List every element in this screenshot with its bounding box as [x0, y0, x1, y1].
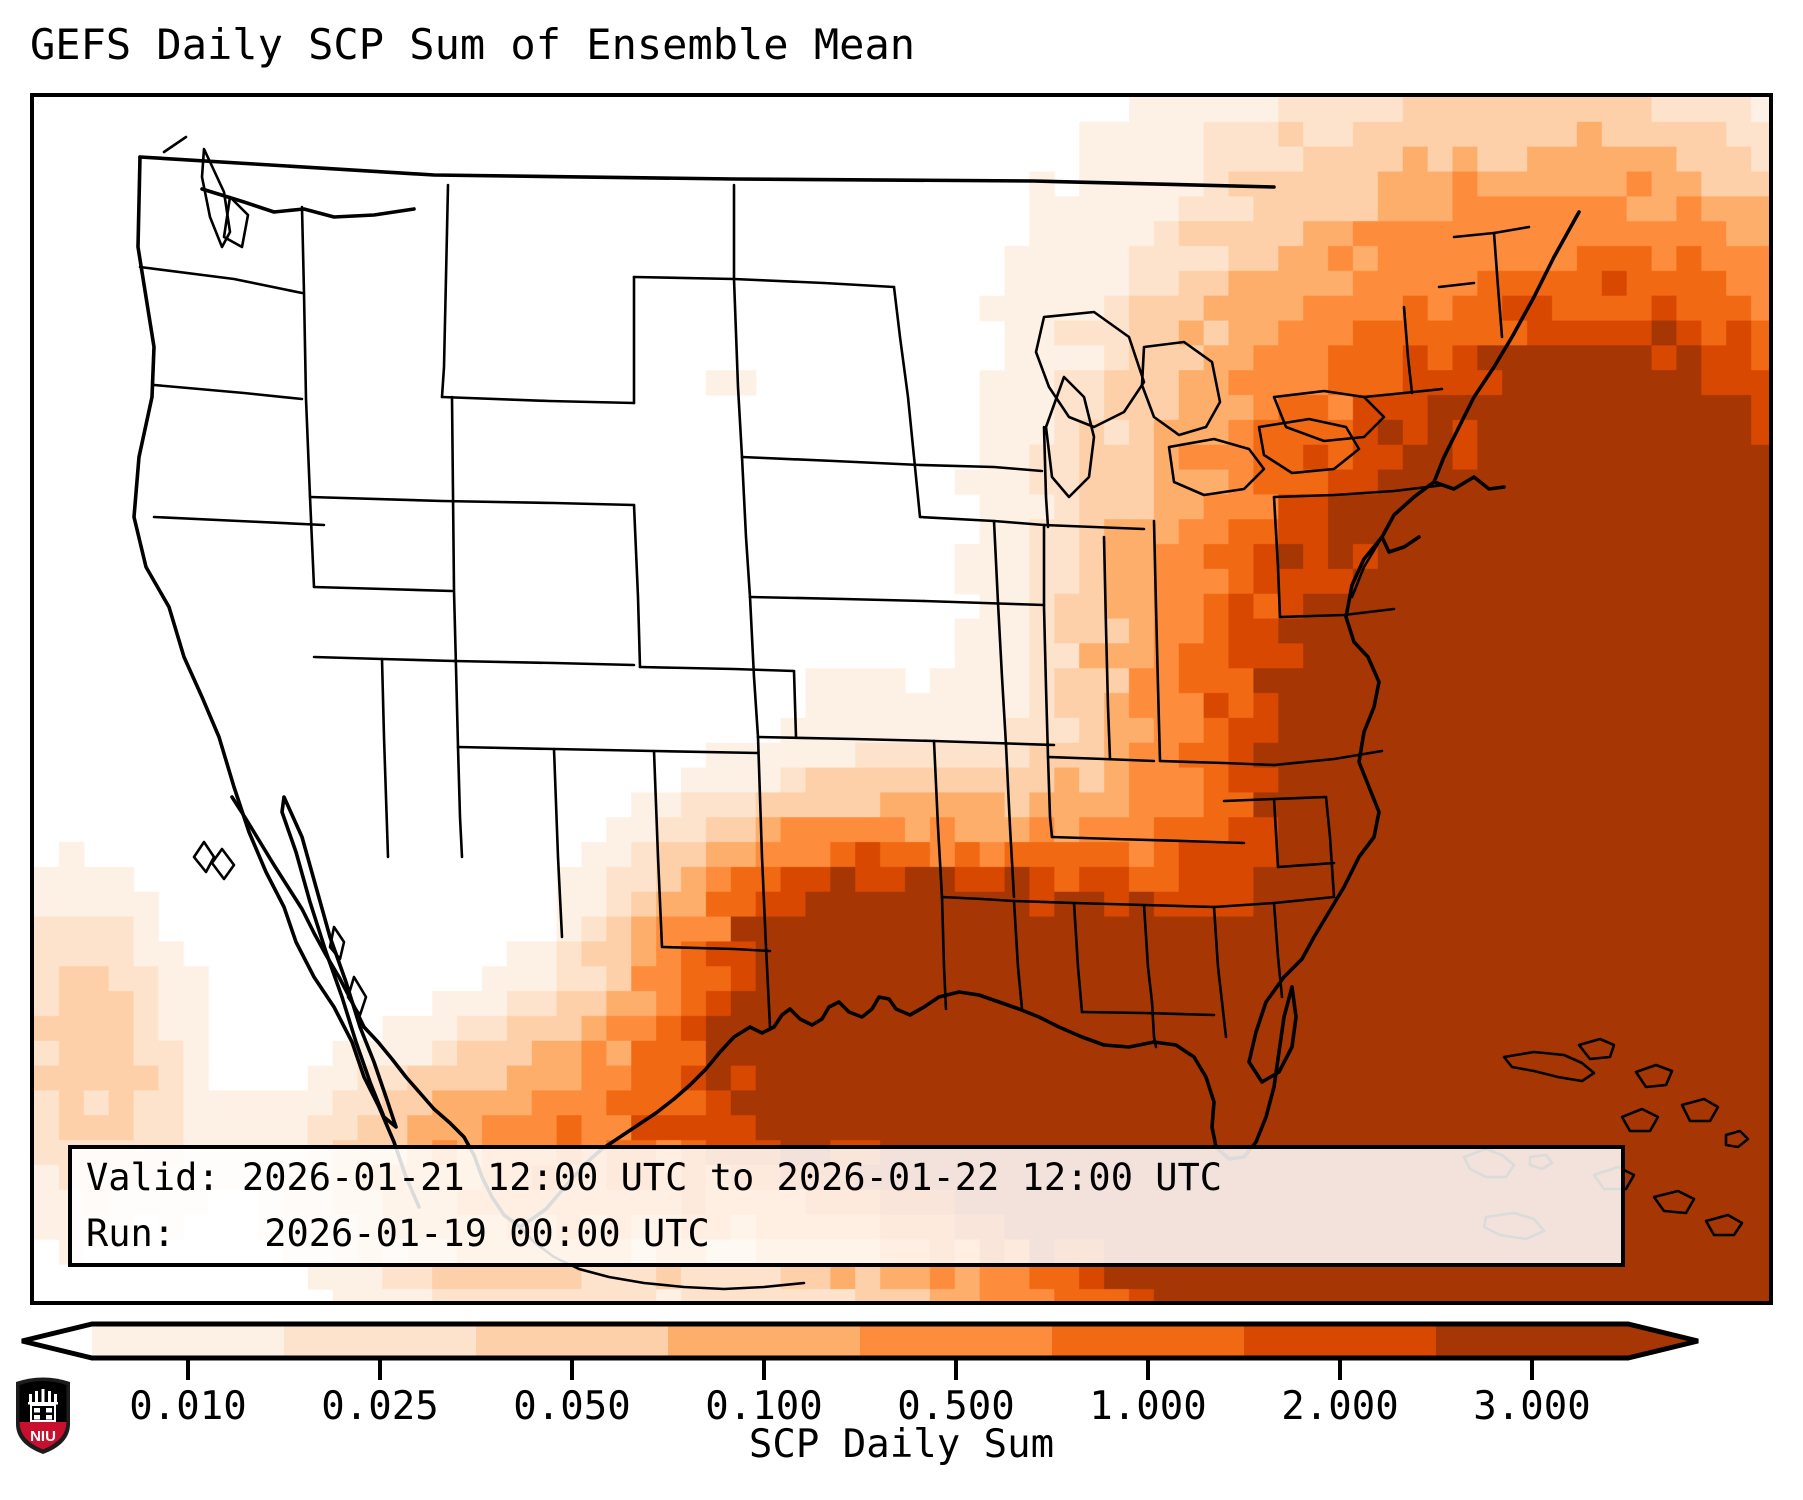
- colorbar-tick-7: 3.000: [1473, 1384, 1591, 1429]
- colorbar-tick-4: 0.500: [897, 1384, 1015, 1429]
- colorbar-tick-3: 0.100: [705, 1384, 823, 1429]
- map-panel: [30, 93, 1773, 1305]
- colorbar-tick-2: 0.050: [513, 1384, 631, 1429]
- colorbar-tick-0: 0.010: [129, 1384, 247, 1429]
- forecast-info-box: Valid: 2026-01-21 12:00 UTC to 2026-01-2…: [68, 1145, 1625, 1267]
- svg-text:NIU: NIU: [30, 1428, 56, 1445]
- colorbar-tick-6: 2.000: [1281, 1384, 1399, 1429]
- valid-time-line: Valid: 2026-01-21 12:00 UTC to 2026-01-2…: [86, 1156, 1223, 1199]
- colorbar-panel: 0.010 0.025 0.050 0.100 0.500 1.000 2.000 3.000…: [0, 1310, 1803, 1500]
- colorbar-tick-5: 1.000: [1089, 1384, 1207, 1429]
- scp-heatmap-canvas: [34, 97, 1769, 1301]
- colorbar-tick-1: 0.025: [321, 1384, 439, 1429]
- colorbar-axis-label: SCP Daily Sum: [748, 1422, 1055, 1467]
- page-title: GEFS Daily SCP Sum of Ensemble Mean: [30, 20, 916, 69]
- niu-logo-icon: NIU: [16, 1377, 70, 1454]
- colorbar-graphic: [21, 1321, 1699, 1380]
- map-boundaries: [132, 135, 1750, 1291]
- run-time-line: Run: 2026-01-19 00:00 UTC: [86, 1212, 710, 1255]
